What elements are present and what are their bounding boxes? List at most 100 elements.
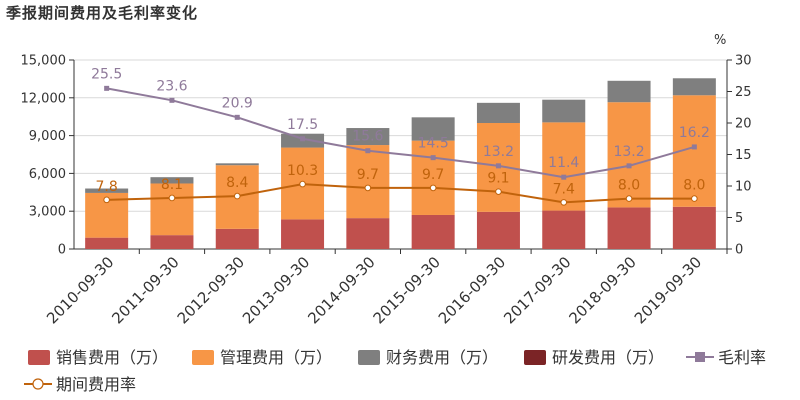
period-rate-marker	[495, 188, 502, 195]
gross-margin-marker	[691, 144, 697, 150]
legend-fin-swatch	[358, 350, 380, 365]
bar-sales	[476, 211, 520, 249]
legend-gross-margin-label: 毛利率	[718, 348, 766, 367]
legend-sales-label: 销售费用（万）	[56, 348, 168, 367]
y-right-tick-label: 20	[735, 117, 752, 132]
bar-sales	[607, 207, 651, 249]
period-rate-marker	[103, 196, 110, 204]
gross-margin-marker	[104, 85, 110, 91]
bar-fin	[542, 99, 586, 123]
period-rate-line	[106, 183, 695, 204]
legend-period-rate-label: 期间费用率	[56, 375, 136, 394]
legend-rd-label: 研发费用（万）	[552, 348, 664, 367]
period-rate-marker	[168, 194, 176, 202]
y-right-tick-label: 5	[735, 211, 743, 226]
gross-margin-data-label: 20.9	[222, 95, 253, 111]
bar-fin	[672, 78, 716, 96]
x-tick-label: 2011-09-30	[108, 253, 182, 327]
bar-mgmt	[607, 102, 651, 208]
period-rate-marker	[429, 184, 437, 192]
period-rate-marker	[299, 180, 306, 188]
gross-margin-marker	[169, 97, 175, 103]
period-rate-data-label: 8.1	[161, 177, 183, 193]
bar-sales	[85, 237, 129, 249]
legend-mgmt-label: 管理费用（万）	[220, 348, 332, 367]
gross-margin-marker	[430, 155, 436, 161]
y-left-tick-label: 3,000	[29, 205, 66, 220]
bar-fin	[607, 80, 651, 103]
bar-fin	[215, 163, 259, 166]
bar-mgmt	[411, 140, 455, 215]
y-left-tick-label: 6,000	[29, 167, 66, 182]
x-tick-label: 2010-09-30	[43, 253, 117, 327]
gross-margin-data-label: 17.5	[287, 117, 318, 133]
gross-margin-data-label: 16.2	[679, 125, 710, 141]
legend-rd-swatch	[524, 350, 546, 365]
gross-margin-marker	[300, 136, 306, 142]
gross-margin-marker	[234, 114, 240, 120]
period-rate-data-label: 7.8	[96, 179, 118, 195]
period-rate-data-label: 7.4	[553, 181, 575, 197]
gross-margin-data-label: 15.6	[352, 129, 383, 145]
period-rate-data-label: 9.7	[357, 167, 379, 183]
bar-sales	[672, 206, 716, 249]
period-rate-marker	[233, 192, 241, 200]
x-tick-label: 2013-09-30	[239, 253, 313, 327]
legend-period-rate-swatch-marker	[32, 378, 44, 390]
legend-mgmt-swatch	[192, 350, 214, 365]
x-tick-label: 2015-09-30	[370, 253, 444, 327]
bar-mgmt	[542, 122, 586, 211]
bar-mgmt	[346, 145, 390, 219]
period-rate-marker	[625, 195, 633, 202]
period-rate-data-label: 8.4	[226, 175, 248, 191]
y-left-tick-label: 0	[58, 243, 66, 258]
x-tick-label: 2019-09-30	[631, 253, 705, 327]
gross-margin-data-label: 25.5	[91, 66, 122, 82]
bar-fin	[346, 128, 390, 146]
bar-sales	[150, 235, 194, 249]
gross-margin-marker	[561, 174, 567, 180]
gross-margin-line	[106, 87, 695, 179]
period-rate-data-label: 10.3	[287, 163, 318, 179]
y-right-tick-label: 25	[735, 85, 752, 100]
legend-sales-swatch	[28, 350, 50, 365]
bar-fin	[150, 177, 194, 184]
gross-margin-data-label: 14.5	[418, 136, 449, 152]
x-tick-label: 2018-09-30	[565, 253, 639, 327]
gross-margin-data-label: 13.2	[483, 144, 514, 160]
legend-gross-margin-swatch-marker	[695, 352, 705, 362]
gross-margin-marker	[495, 163, 501, 169]
bar-sales	[411, 214, 455, 249]
bar-fin	[411, 117, 455, 141]
period-rate-marker	[691, 195, 698, 202]
period-rate-data-label: 8.0	[683, 178, 705, 194]
y-right-unit: %	[714, 33, 726, 48]
bar-fin	[476, 102, 520, 123]
y-left-tick-label: 12,000	[21, 91, 67, 106]
y-left-tick-label: 9,000	[29, 129, 66, 144]
gross-margin-marker	[626, 163, 632, 169]
bar-sales	[281, 219, 325, 249]
period-rate-marker	[560, 199, 568, 206]
y-right-tick-label: 30	[735, 54, 752, 69]
period-rate-data-label: 9.7	[422, 167, 444, 183]
gross-margin-data-label: 11.4	[548, 155, 579, 171]
legend-fin-label: 财务费用（万）	[386, 348, 498, 367]
gross-margin-data-label: 23.6	[156, 78, 187, 94]
chart-title: 季报期间费用及毛利率变化	[6, 4, 199, 22]
period-rate-data-label: 8.0	[618, 178, 640, 194]
bar-fin	[85, 188, 129, 193]
y-right-tick-label: 15	[735, 148, 752, 163]
period-rate-data-label: 9.1	[487, 171, 509, 187]
y-right-tick-label: 0	[735, 243, 743, 258]
bar-sales	[215, 228, 259, 249]
period-rate-marker	[364, 184, 372, 192]
x-tick-label: 2016-09-30	[435, 253, 509, 327]
bar-sales	[542, 210, 586, 249]
gross-margin-data-label: 13.2	[613, 144, 644, 160]
x-tick-label: 2014-09-30	[304, 253, 378, 327]
y-right-tick-label: 10	[735, 180, 752, 195]
gross-margin-marker	[365, 148, 371, 154]
